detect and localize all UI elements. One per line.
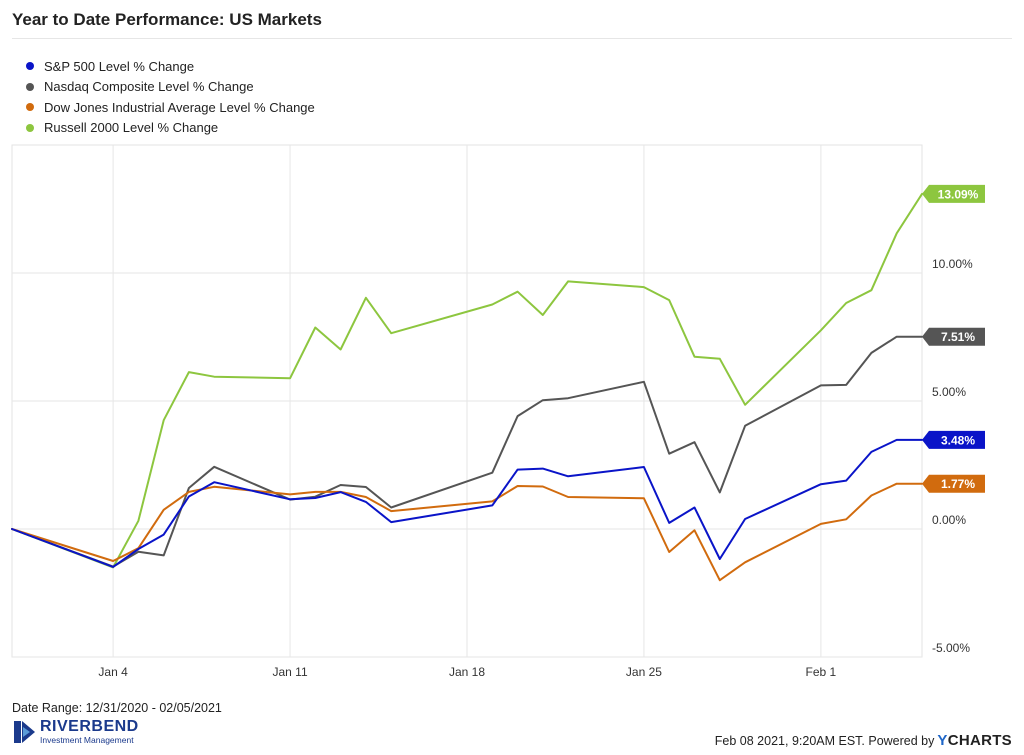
end-label-text-dow: 1.77% [941, 477, 975, 491]
x-tick-label: Feb 1 [806, 665, 837, 679]
x-tick-label: Jan 25 [626, 665, 662, 679]
timestamp-text: Feb 08 2021, 9:20AM EST. Powered by [714, 733, 935, 748]
ycharts-logo-y: Y [937, 732, 948, 749]
logo-name: RIVERBEND [40, 718, 139, 736]
logo-subtitle: Investment Management [40, 735, 134, 746]
legend-marker-russell [26, 123, 34, 132]
series-line-nasdaq [11, 335, 923, 568]
y-tick-label: 0.00% [932, 513, 966, 527]
line-chart: 10.00% 5.00% 0.00% -5.00% Jan 4 Jan 11 Jan 18 J… [11, 144, 985, 679]
legend-label-nasdaq: Nasdaq Composite Level % Change [44, 79, 254, 95]
end-label-text-russell: 13.09% [938, 187, 979, 201]
legend-item-russell[interactable]: Russell 2000 Level % Change [26, 118, 315, 139]
end-label-tag-russell [922, 184, 985, 203]
y-tick-label: 5.00% [932, 385, 966, 399]
date-range-label: Date Range: 12/31/2020 - 02/05/2021 [12, 701, 222, 715]
end-label-sp500: 3.48% [922, 430, 985, 449]
footer-attribution: Feb 08 2021, 9:20AM EST. Powered by YCHA… [715, 732, 1012, 749]
legend-marker-sp500 [26, 62, 34, 71]
chart-legend: S&P 500 Level % Change Nasdaq Composite … [26, 56, 315, 138]
legend-label-sp500: S&P 500 Level % Change [44, 58, 195, 74]
riverbend-logo: RIVERBEND Investment Management [14, 719, 139, 745]
legend-item-dow[interactable]: Dow Jones Industrial Average Level % Cha… [26, 97, 315, 118]
series-line-russell [11, 192, 923, 569]
end-label-tag-sp500 [922, 430, 985, 449]
legend-marker-dow [26, 103, 34, 112]
series-line-sp500 [11, 438, 923, 568]
x-tick-label: Jan 18 [449, 665, 485, 679]
legend-item-nasdaq[interactable]: Nasdaq Composite Level % Change [26, 77, 315, 98]
ycharts-logo-text: CHARTS [947, 732, 1012, 749]
y-tick-label: 10.00% [932, 257, 973, 271]
y-tick-label: -5.00% [932, 641, 970, 655]
legend-label-russell: Russell 2000 Level % Change [44, 120, 219, 136]
end-label-text-nasdaq: 7.51% [941, 330, 975, 344]
end-label-russell: 13.09% [922, 184, 985, 203]
end-label-nasdaq: 7.51% [922, 327, 985, 346]
riverbend-logo-icon [14, 721, 35, 743]
series-line-dow [11, 482, 923, 582]
legend-item-sp500[interactable]: S&P 500 Level % Change [26, 56, 315, 77]
end-label-dow: 1.77% [922, 474, 985, 493]
legend-label-dow: Dow Jones Industrial Average Level % Cha… [44, 99, 315, 115]
ycharts-logo[interactable]: YCHARTS [937, 732, 1012, 749]
end-label-tag-dow [922, 474, 985, 493]
x-tick-label: Jan 4 [98, 665, 128, 679]
chart-title: Year to Date Performance: US Markets [12, 10, 322, 29]
end-label-tag-nasdaq [922, 327, 985, 346]
legend-marker-nasdaq [26, 82, 34, 91]
x-tick-label: Jan 11 [272, 665, 307, 679]
end-label-text-sp500: 3.48% [941, 433, 975, 447]
title-divider [12, 38, 1012, 39]
